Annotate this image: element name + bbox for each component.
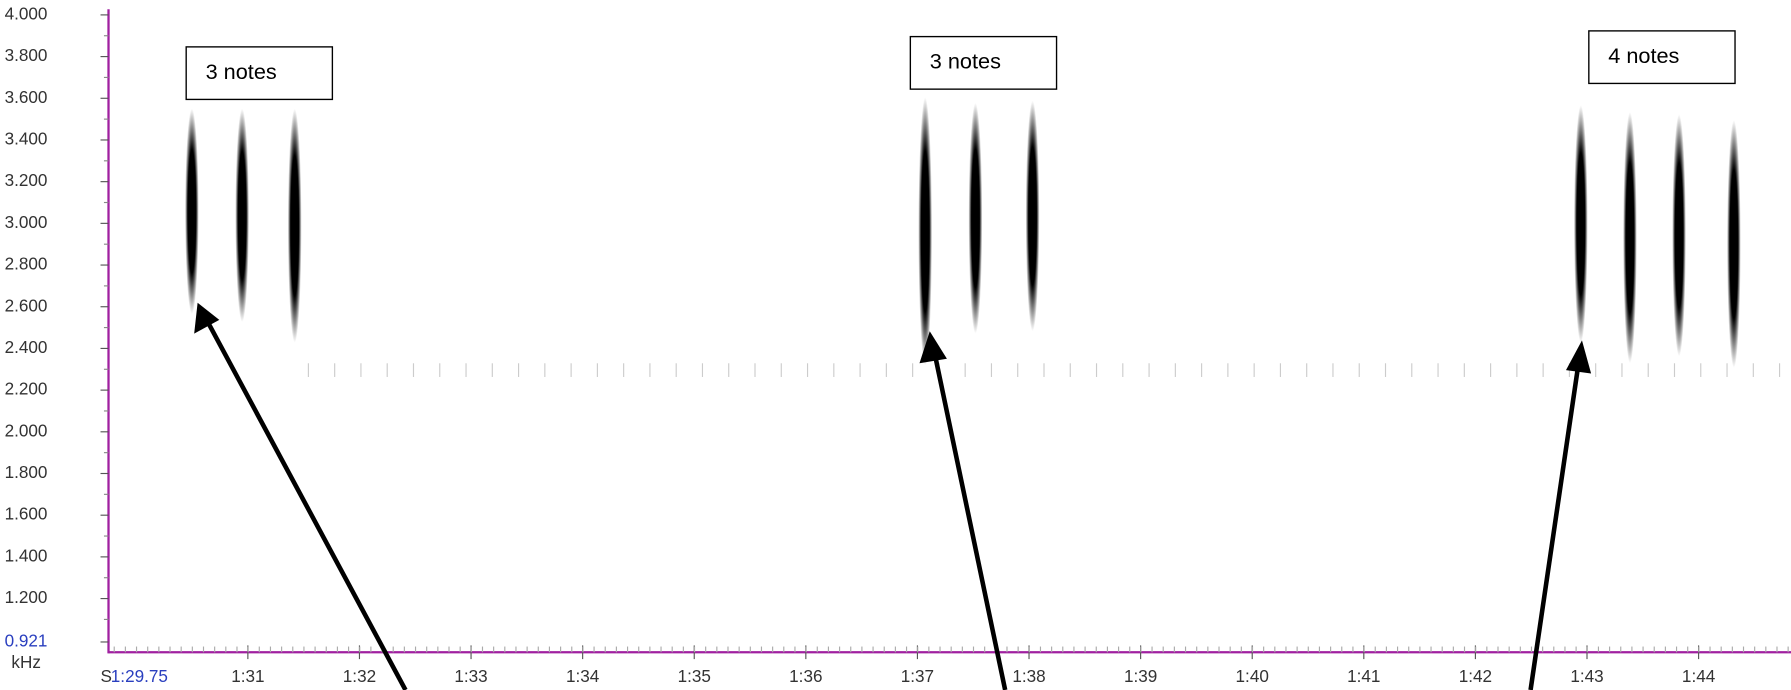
x-tick-label: 1:41 bbox=[1347, 666, 1380, 686]
y-tick-label: 2.600 bbox=[5, 295, 48, 315]
y-tick-label: 1.200 bbox=[5, 587, 48, 607]
x-tick-label: 1:36 bbox=[789, 666, 822, 686]
y-axis-labels: 4.000 3.800 3.600 3.400 3.200 3.000 2.800 2.600… bbox=[5, 3, 109, 643]
arrow-head bbox=[194, 302, 220, 334]
note-blob bbox=[1025, 100, 1040, 332]
y-tick-label: 1.800 bbox=[5, 462, 48, 482]
annotation-label: 3 notes bbox=[206, 59, 277, 84]
x-tick-label: 1:34 bbox=[566, 666, 600, 686]
annotation: 3 notes bbox=[909, 35, 1058, 690]
y-tick-label: 2.000 bbox=[5, 420, 48, 440]
x-tick-label: 1:42 bbox=[1459, 666, 1492, 686]
y-tick-label: 1.400 bbox=[5, 545, 48, 565]
annotation-box bbox=[1588, 30, 1736, 85]
y-unit: kHz bbox=[11, 652, 40, 672]
note-blob bbox=[1623, 111, 1637, 364]
note-blob bbox=[1573, 105, 1588, 343]
annotation-box bbox=[909, 35, 1058, 90]
note-blob bbox=[918, 97, 933, 366]
x-tick-label: 1:40 bbox=[1236, 666, 1269, 686]
note-blob bbox=[185, 108, 199, 315]
note-blob bbox=[1672, 114, 1686, 357]
x-tick-label: 1:31 bbox=[231, 666, 264, 686]
x-tick-label: 1:44 bbox=[1682, 666, 1716, 686]
x-tick-label: 1:37 bbox=[901, 666, 934, 686]
arrow bbox=[205, 321, 408, 690]
x-prefix: S bbox=[101, 666, 112, 686]
x-start-label: 1:29.75 bbox=[111, 666, 168, 686]
y-tick-label: 2.400 bbox=[5, 337, 48, 357]
x-tick-label: 1:32 bbox=[343, 666, 376, 686]
arrow bbox=[1528, 362, 1581, 690]
arrow-head bbox=[1565, 340, 1592, 374]
x-tick-label: 1:38 bbox=[1012, 666, 1045, 686]
y-bottom-label: 0.921 bbox=[5, 631, 48, 651]
note-blob bbox=[287, 108, 302, 343]
annotation-label: 4 notes bbox=[1608, 43, 1679, 68]
x-tick-label: 1:39 bbox=[1124, 666, 1157, 686]
y-tick-label: 3.600 bbox=[5, 87, 48, 107]
note-blob bbox=[235, 108, 250, 323]
arrow-head bbox=[919, 331, 947, 364]
y-tick-label: 3.000 bbox=[5, 212, 48, 232]
note-blob bbox=[1727, 119, 1741, 368]
annotation: 4 notes bbox=[1528, 30, 1736, 690]
x-tick-label: 1:35 bbox=[678, 666, 711, 686]
y-tick-label: 4.000 bbox=[5, 3, 48, 23]
annotation: 3 notes bbox=[185, 46, 408, 690]
arrow bbox=[932, 351, 1008, 690]
annotation-box bbox=[185, 46, 334, 101]
y-tick-label: 3.400 bbox=[5, 129, 48, 149]
y-tick-label: 2.800 bbox=[5, 254, 48, 274]
annotation-label: 3 notes bbox=[930, 49, 1001, 74]
y-tick-label: 2.200 bbox=[5, 379, 48, 399]
x-tick-label: 1:43 bbox=[1570, 666, 1603, 686]
song-notes bbox=[185, 97, 1781, 377]
x-axis-labels: 1:31 1:32 1:33 1:34 1:35 1:36 1:37 1:38 1:39 1:40… bbox=[113, 645, 1789, 686]
y-tick-label: 1.600 bbox=[5, 504, 48, 524]
note-blob bbox=[968, 102, 983, 334]
x-tick-label: 1:33 bbox=[454, 666, 487, 686]
y-tick-label: 3.200 bbox=[5, 170, 48, 190]
y-tick-label: 3.800 bbox=[5, 45, 48, 65]
